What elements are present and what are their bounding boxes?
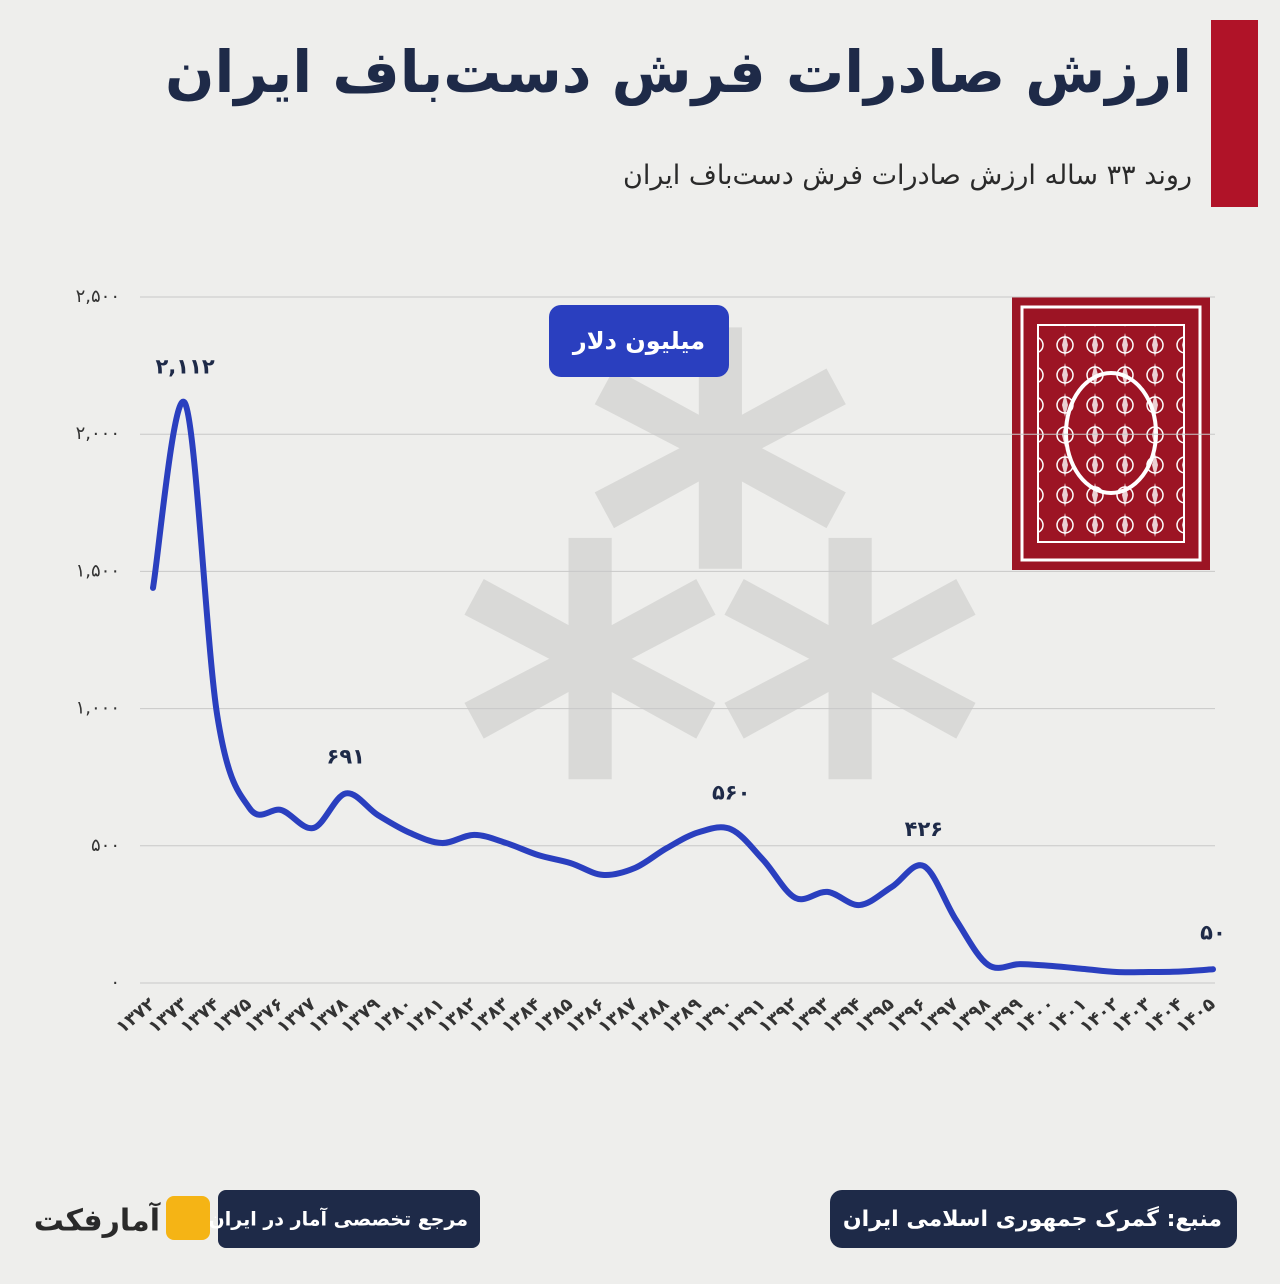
watermark: ⁂ [454,277,986,883]
unit-label: میلیون دلار [572,327,705,355]
value-label: ۵۰ [1200,920,1226,944]
y-tick-label: ۲,۰۰۰ [76,423,120,444]
y-tick-label: ۵۰۰ [91,835,120,856]
rug-image [1012,297,1210,570]
value-label: ۴۲۶ [905,817,943,841]
y-tick-label: ۲,۵۰۰ [76,286,120,307]
accent-bar [1211,20,1258,207]
title: ارزش صادرات فرش دست‌باف ایران [165,38,1192,107]
subtitle: روند ۳۳ ساله ارزش صادرات فرش دست‌باف ایر… [623,160,1192,191]
y-tick-label: ۱,۰۰۰ [76,698,120,719]
source-badge [830,1190,1237,1248]
value-label: ۲,۱۱۲ [155,354,214,378]
tagline: مرجع تخصصی آمار در ایران [209,1207,468,1231]
unit-badge [549,305,729,377]
line [150,398,1216,976]
value-label: ۵۶۰ [712,780,750,804]
brand: آمارفکت [34,1202,161,1239]
y-tick-label: ۰ [110,972,120,993]
value-label: ۶۹۱ [327,744,365,768]
source: منبع: گمرک جمهوری اسلامی ایران [843,1205,1222,1232]
tagline-badge [218,1190,480,1248]
y-tick-label: ۱,۵۰۰ [76,560,120,581]
brand-icon [166,1196,210,1240]
